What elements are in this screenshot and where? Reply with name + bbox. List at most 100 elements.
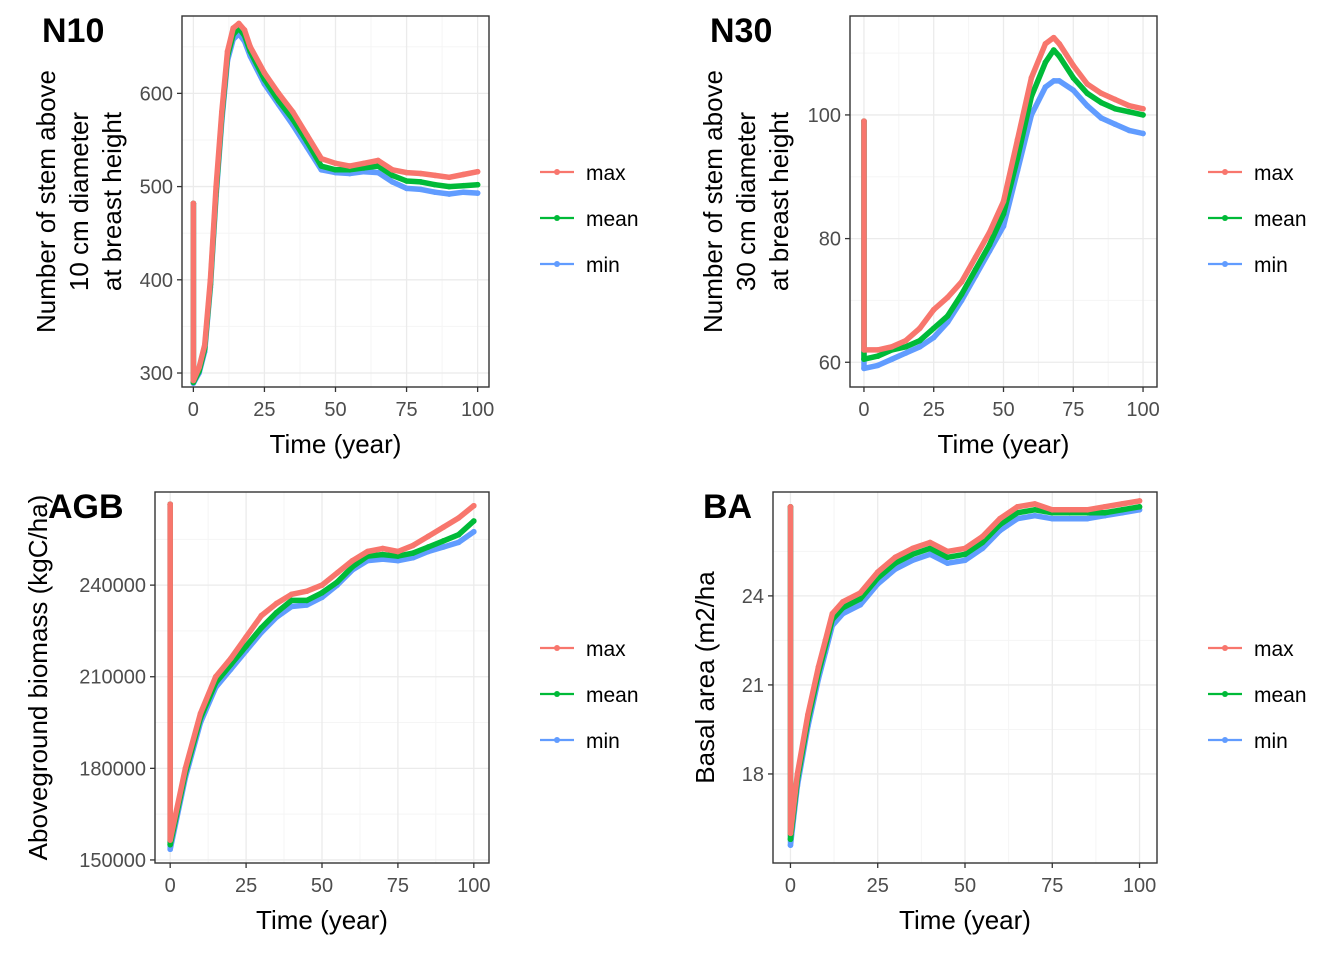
data-point-mean [258,625,265,631]
data-point-max [243,634,249,640]
data-point-mean [349,564,356,570]
data-point-max [167,501,173,508]
data-point-max [290,109,296,115]
data-point-min [979,545,986,552]
data-point-max [319,582,325,588]
y-axis-title-line: Number of stem above [698,70,728,333]
data-point-mean [440,538,447,544]
data-point-mean [273,609,280,616]
data-point-max [346,163,353,169]
data-point-min [417,186,424,193]
data-point-max [875,347,881,353]
x-tick-label: 75 [1041,875,1063,897]
x-tick-label: 75 [387,875,409,897]
data-point-max [471,502,477,509]
data-point-max [275,90,282,97]
data-point-max [212,673,219,680]
legend-key-point-mean [1222,215,1228,221]
y-tick-label: 240000 [79,575,146,597]
data-point-min [1050,78,1057,84]
data-point-min [1056,78,1063,84]
data-point-max [892,554,898,561]
data-point-max [261,70,268,76]
data-point-max [1050,34,1057,41]
data-point-min [1084,102,1091,109]
data-point-min [379,556,386,562]
data-point-mean [304,597,310,604]
data-point-max [787,830,794,837]
data-point-mean [972,266,979,273]
data-point-max [1032,501,1038,507]
legend-key-point-mean [1222,691,1228,697]
data-point-max [927,539,933,546]
data-point-mean [417,179,424,185]
legend-key-point-max [1222,169,1228,175]
x-tick-label: 75 [395,399,417,421]
data-point-max [815,664,822,670]
data-point-max [432,172,438,179]
data-point-mean [958,291,965,298]
x-tick-label: 50 [954,875,976,897]
y-tick-label: 500 [140,177,173,199]
data-point-min [927,551,933,558]
legend-key-point-max [554,645,560,651]
panel-tag: AGB [48,488,124,526]
data-point-max [787,504,794,510]
legend: max mean min [1208,162,1307,277]
x-tick-label: 0 [785,875,796,897]
y-tick-label: 180000 [79,758,146,780]
data-point-min [455,539,462,546]
data-point-max [1084,507,1090,513]
x-axis-title: Time (year) [256,905,388,935]
data-point-min [875,362,881,369]
data-point-mean [243,643,249,650]
data-point-min [410,554,416,561]
legend-label-max: max [586,638,626,661]
data-point-min [1112,121,1118,128]
data-point-min [375,169,381,176]
data-point-min [288,603,295,610]
data-point-mean [927,545,933,552]
y-tick-label: 80 [819,229,841,251]
data-point-max [201,342,208,348]
y-axis-title-line: 10 cm diameter [64,112,94,292]
data-point-min [857,601,864,608]
chart-panel-ba: 0 25 50 75 100 18 21 24 Time (year) Basal area (m… [690,488,1306,935]
data-point-max [389,167,396,173]
data-point-max [440,524,447,530]
x-tick-label: 50 [311,875,333,897]
data-point-max [224,48,231,55]
data-point-max [332,160,339,167]
y-tick-label: 18 [742,764,764,786]
y-axis-title-line: at breast height [764,111,794,291]
data-point-max [410,542,416,549]
data-point-min [930,334,937,341]
data-point-max [213,183,219,190]
data-point-mean [1098,99,1104,106]
data-point-max [190,200,197,207]
legend-label-min: min [1254,730,1288,753]
data-point-min [1070,87,1077,93]
x-axis-title: Time (year) [938,429,1070,459]
data-point-mean [1084,90,1091,97]
data-point-mean [410,550,416,556]
data-point-min [787,842,794,848]
chart-panel-n30: 0 25 50 75 100 60 80 100 Time (year) Number of st… [698,12,1306,459]
data-point-max [1119,501,1125,507]
data-point-max [874,569,881,575]
legend-key-point-min [554,261,560,267]
data-point-mean [1056,53,1063,59]
legend-key-point-max [1222,645,1228,651]
data-point-max [361,160,367,167]
legend-label-mean: mean [1254,208,1307,231]
data-point-max [861,347,867,353]
data-point-max [167,837,173,843]
x-axis-title: Time (year) [899,905,1031,935]
data-point-mean [425,544,432,550]
x-tick-label: 50 [992,399,1014,421]
chart-panel-agb: 0 25 50 75 100 150000 180000 210000 240000 Time (… [23,488,638,935]
data-point-min [460,189,467,195]
data-point-max [840,599,846,605]
data-point-max [916,325,923,332]
data-point-min [903,350,909,356]
